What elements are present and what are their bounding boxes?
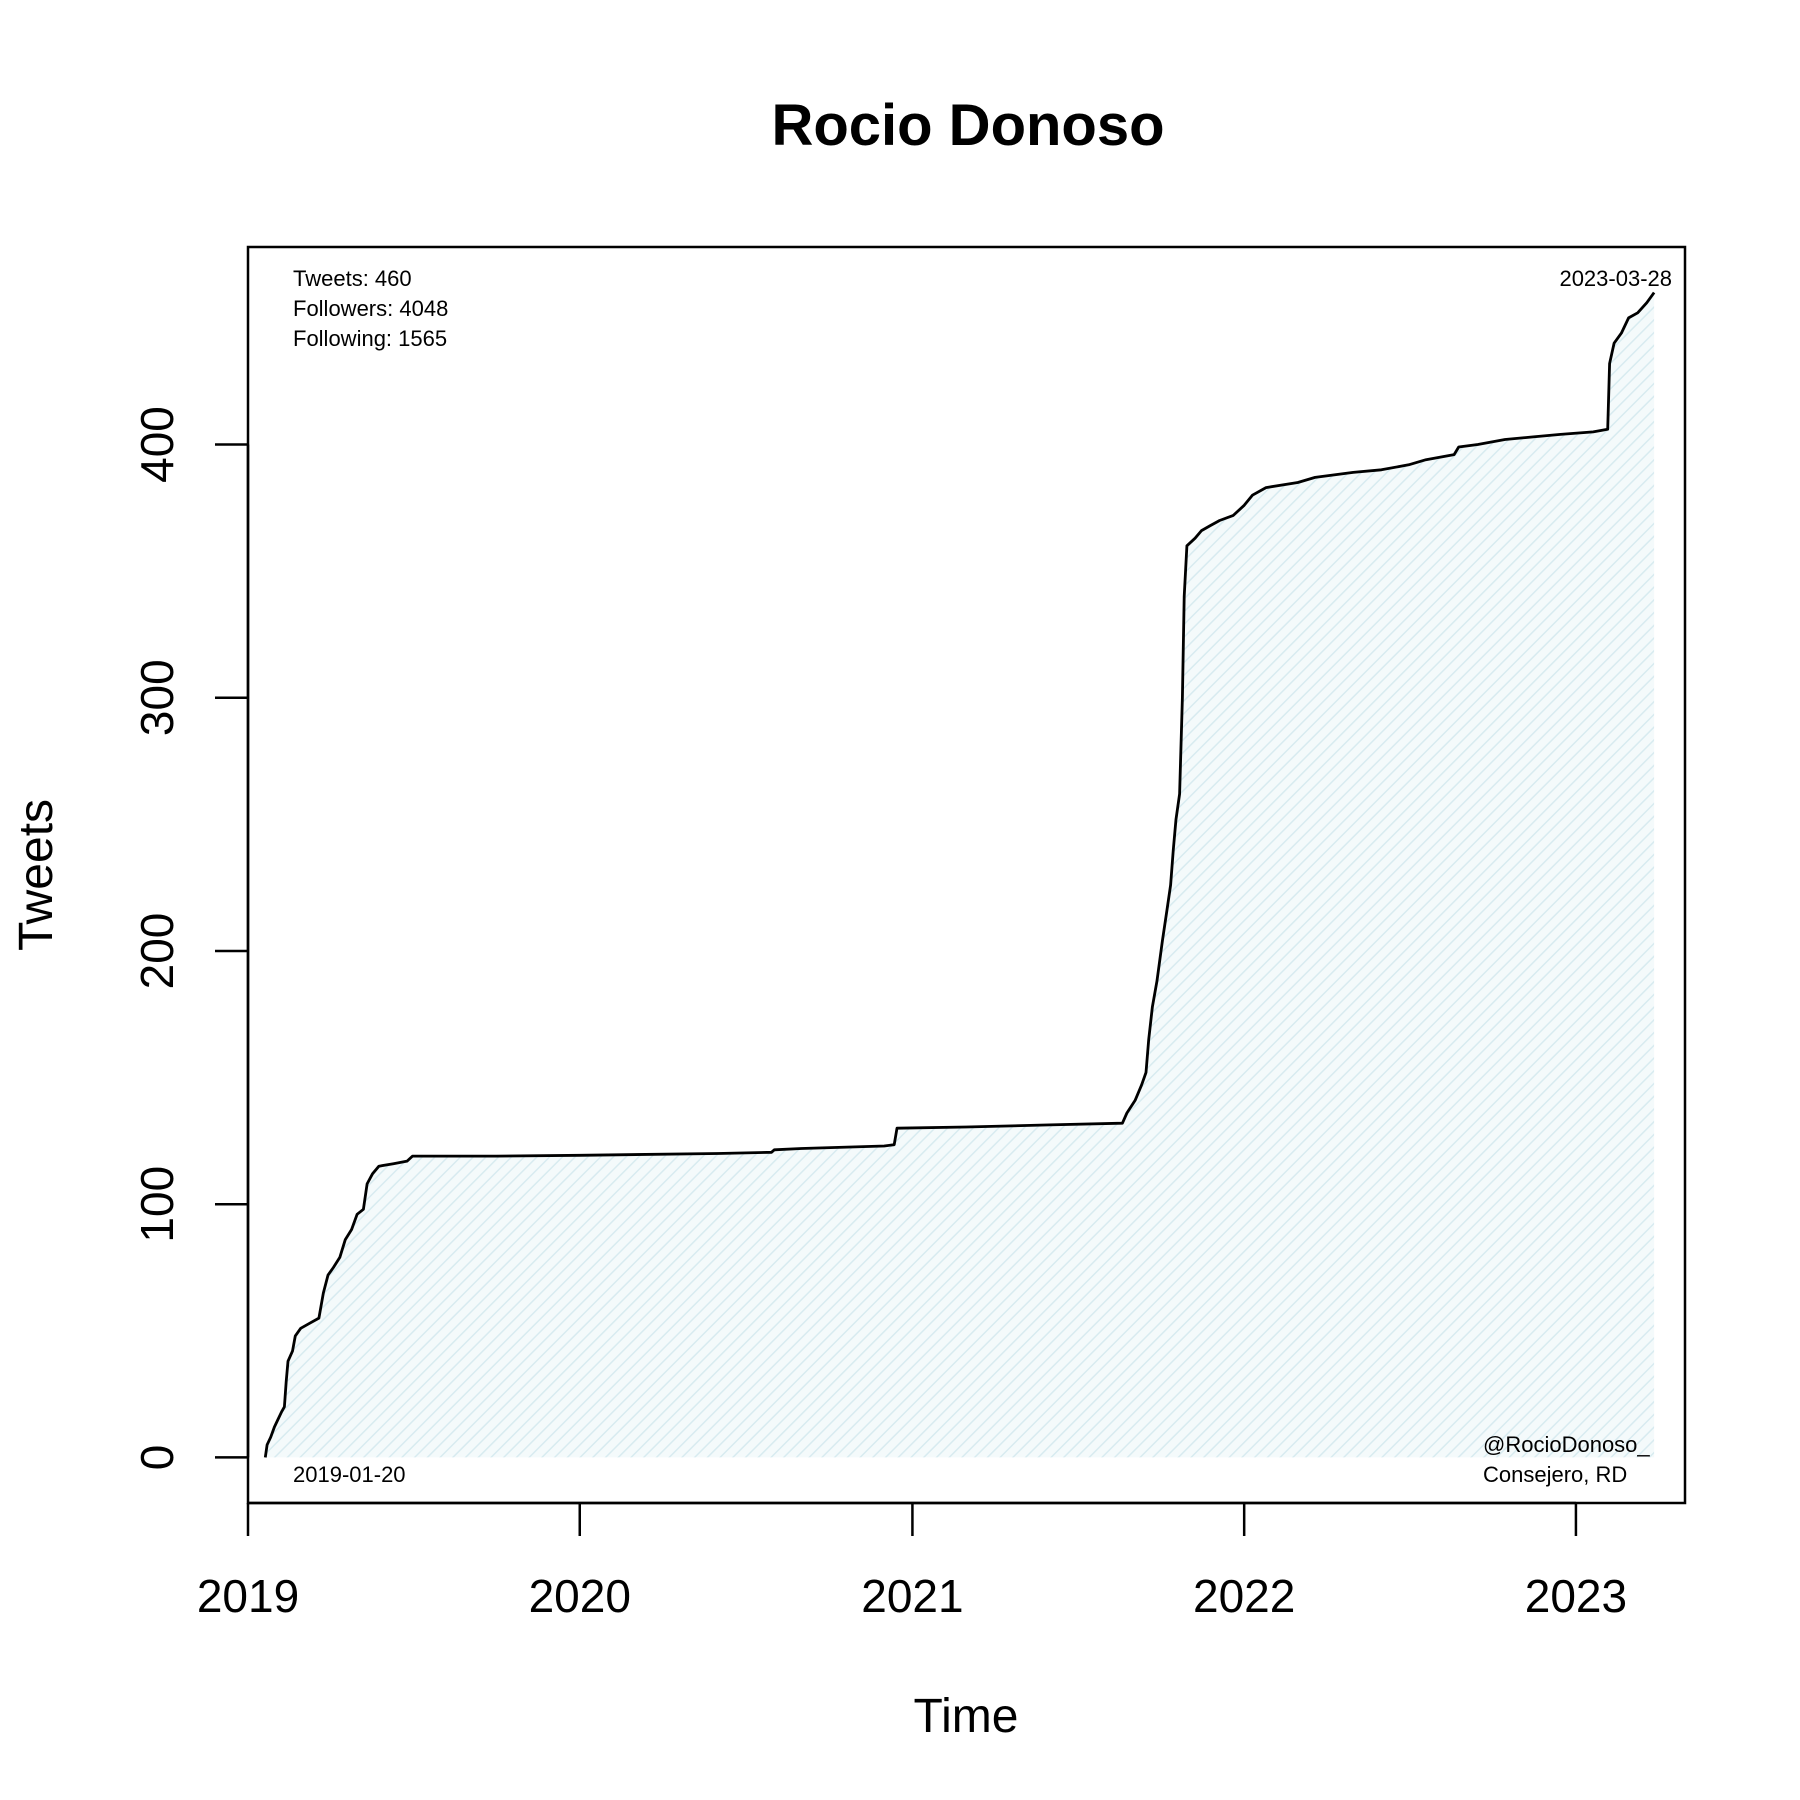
y-tick-label: 300 [131,659,183,736]
x-tick-label: 2023 [1525,1570,1627,1622]
y-tick-label: 200 [131,913,183,990]
tweets-count: Tweets: 460 [293,266,412,291]
series-area [265,292,1655,1458]
x-tick-label: 2022 [1193,1570,1295,1622]
x-axis-title: Time [914,1690,1019,1743]
y-axis: 0 100 200 300 400 [131,406,250,1471]
start-date-label: 2019-01-20 [293,1462,406,1487]
x-tick-label: 2019 [197,1570,299,1622]
x-tick-label: 2021 [861,1570,963,1622]
y-axis-title: Tweets [10,799,63,951]
bio-label: Consejero, RD [1483,1462,1627,1487]
plot-area [263,291,1656,1458]
y-tick-label: 0 [131,1445,183,1471]
y-tick-label: 100 [131,1166,183,1243]
following-count: Following: 1565 [293,326,447,351]
followers-count: Followers: 4048 [293,296,448,321]
x-tick-label: 2020 [529,1570,631,1622]
y-tick-label: 400 [131,406,183,483]
x-axis: 2019 2020 2021 2022 2023 [197,1501,1627,1622]
end-date-label: 2023-03-28 [1559,266,1672,291]
series-line [263,291,1656,1458]
chart-title: Rocio Donoso [771,93,1164,158]
handle-label: @RocioDonoso_ [1483,1432,1650,1457]
